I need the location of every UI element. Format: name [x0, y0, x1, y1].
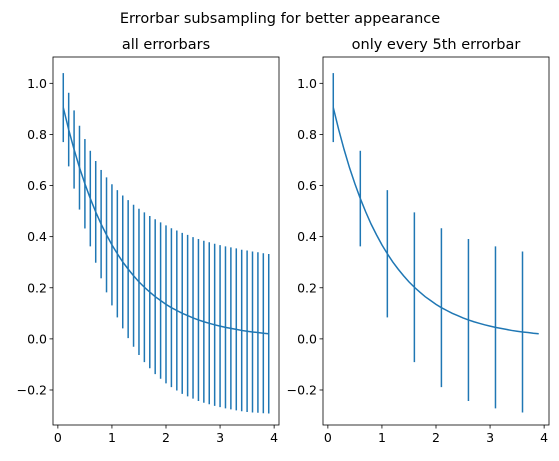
y-tick-label: 0.0: [297, 331, 317, 346]
series-line-group: [62, 107, 269, 335]
x-tick-label: 4: [270, 430, 278, 445]
series-line: [332, 107, 539, 335]
y-tick-label: 1.0: [297, 76, 317, 91]
y-tick-label: 1.0: [27, 76, 47, 91]
series-line-group: [332, 107, 539, 335]
y-tick-label: 0.6: [27, 178, 47, 193]
x-tick-label: 3: [216, 430, 224, 445]
y-tick-label: 0.4: [27, 229, 47, 244]
x-tick-label: 4: [540, 430, 548, 445]
y-tick-label: 0.8: [297, 127, 317, 142]
axis-ticks: 0 1 2 3 4 −0.2 0.0 0.2 0.4 0.6 0.8 1.0: [17, 76, 279, 445]
subplot-all-errorbars: all errorbars 0 1 2 3 4 −0.2 0.0 0.2 0.4 0.6 0.8 1.…: [17, 37, 280, 445]
subplot-title: only every 5th errorbar: [352, 37, 521, 53]
x-tick-label: 2: [162, 430, 170, 445]
x-tick-label: 3: [486, 430, 494, 445]
x-tick-label: 1: [108, 430, 116, 445]
y-tick-label: 0.2: [27, 280, 47, 295]
y-tick-label: 0.0: [27, 331, 47, 346]
series-line: [62, 107, 269, 335]
subplot-title: all errorbars: [122, 37, 210, 53]
y-tick-label: −0.2: [287, 382, 317, 397]
y-tick-label: 0.4: [297, 229, 317, 244]
x-tick-label: 0: [324, 430, 332, 445]
x-tick-label: 2: [432, 430, 440, 445]
x-tick-label: 1: [378, 430, 386, 445]
subplot-every-5th-errorbar: only every 5th errorbar 0 1 2 3 4−0.20.00.20…: [287, 37, 550, 445]
figure-suptitle: Errorbar subsampling for better appearan…: [120, 11, 440, 27]
axis-ticks: 0 1 2 3 4 −0.2 0.0 0.2 0.4 0.6 0.8 1.0: [287, 76, 549, 445]
y-tick-label: 0.6: [297, 178, 317, 193]
y-tick-label: −0.2: [17, 382, 47, 397]
x-tick-label: 0: [54, 430, 62, 445]
y-tick-label: 0.8: [27, 127, 47, 142]
y-tick-label: 0.2: [297, 280, 317, 295]
